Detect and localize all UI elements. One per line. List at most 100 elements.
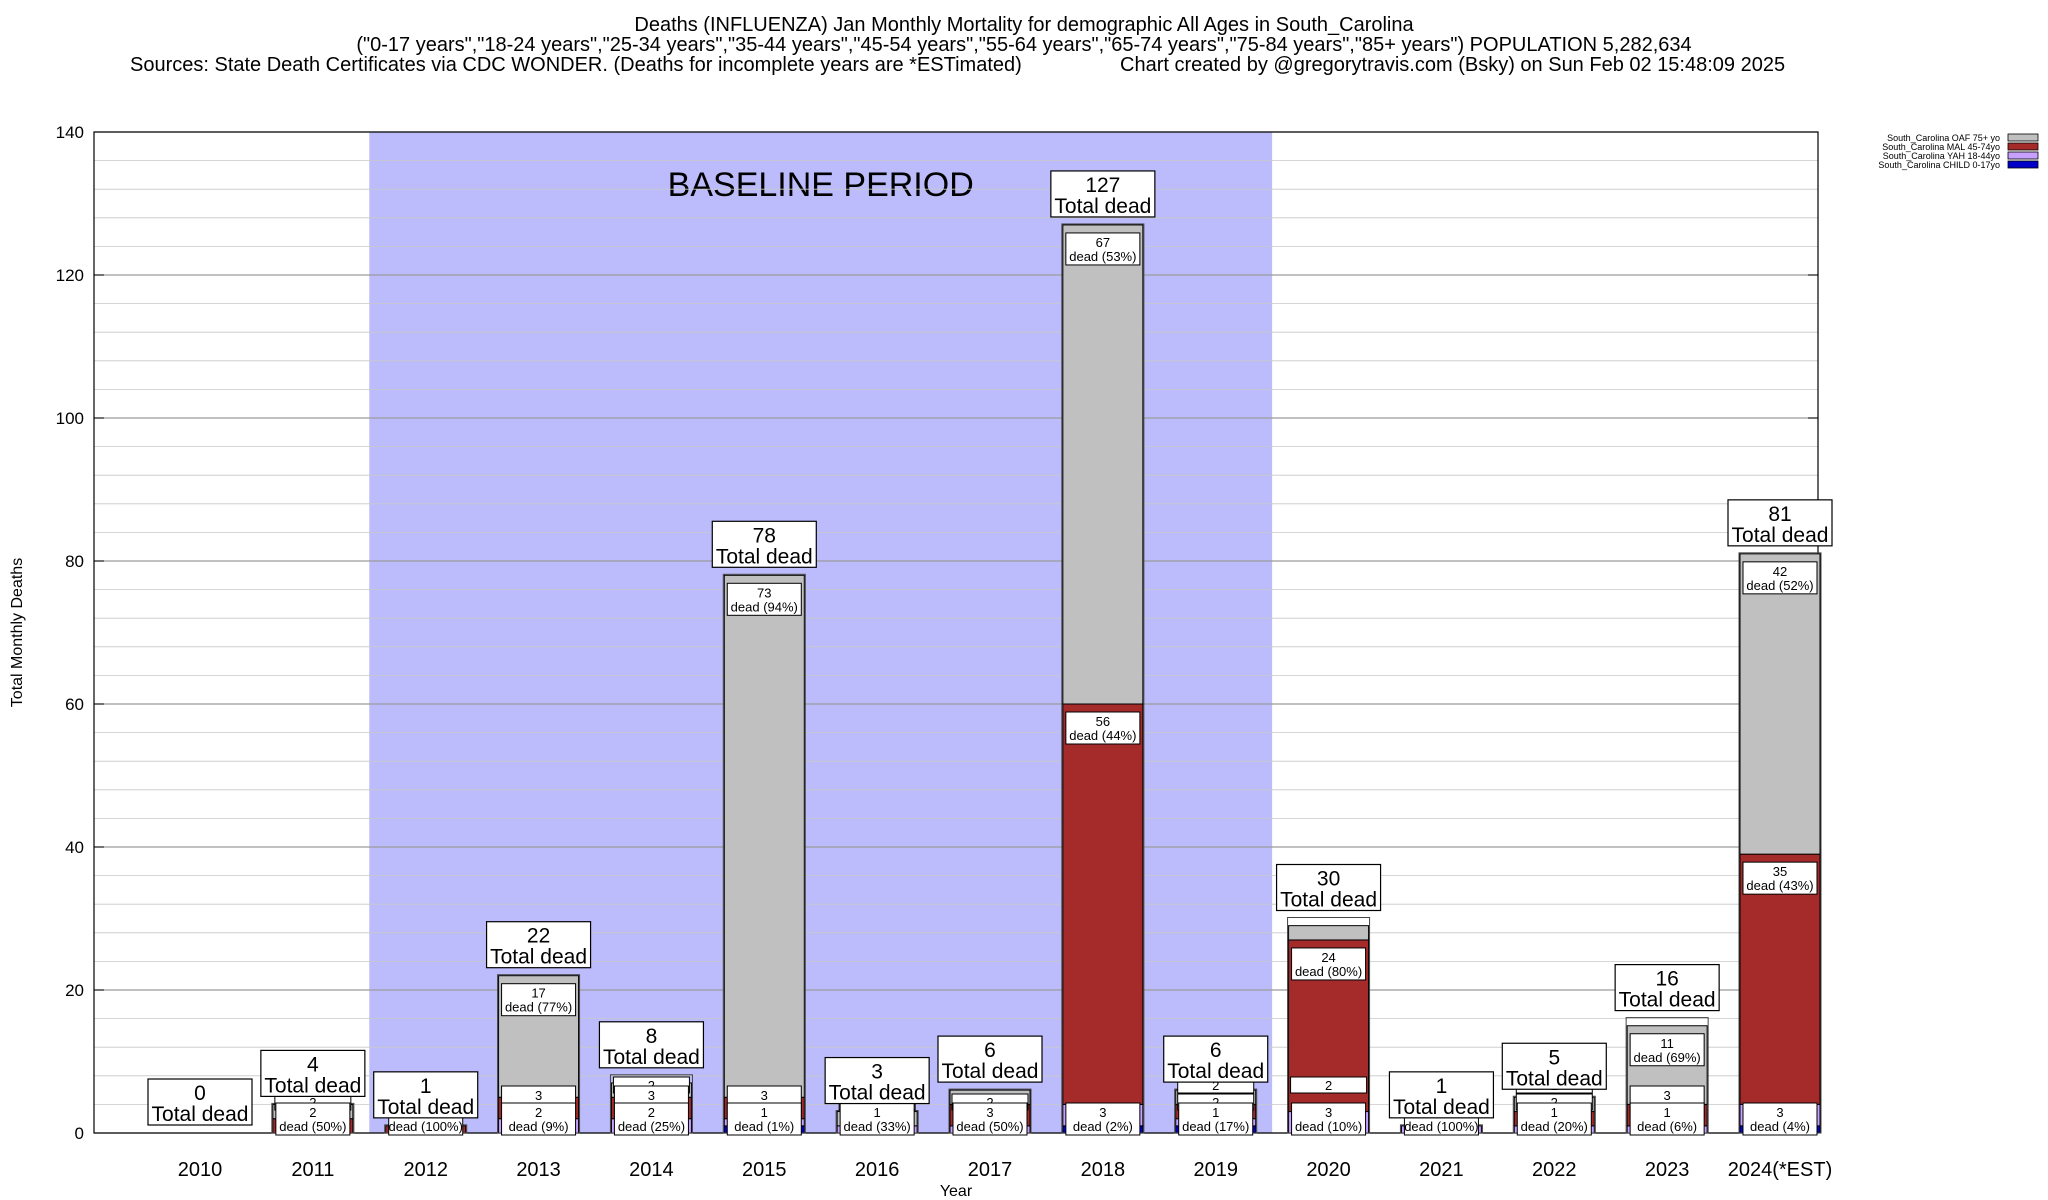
- total-value: 5: [1548, 1046, 1560, 1069]
- segment-percent: dead (69%): [1634, 1050, 1701, 1065]
- x-tick-label: 2015: [742, 1159, 787, 1181]
- sources-note: Sources: State Death Certificates via CD…: [130, 54, 1022, 76]
- total-caption: Total dead: [1393, 1096, 1490, 1119]
- segment-label-box: [275, 1102, 351, 1136]
- x-tick-label: 2022: [1532, 1159, 1577, 1181]
- segment-count: 3: [535, 1088, 542, 1103]
- segment-label-box: [1291, 1102, 1367, 1136]
- y-axis-label: Total Monthly Deaths: [9, 558, 26, 707]
- segment-percent: dead (53%): [1069, 249, 1136, 264]
- segment-count: 67: [1096, 235, 1110, 250]
- total-value: 81: [1768, 503, 1791, 526]
- x-tick-label: 2024(*EST): [1728, 1159, 1833, 1181]
- total-value: 4: [307, 1053, 319, 1076]
- total-caption: Total dead: [377, 1096, 474, 1119]
- total-value: 6: [1210, 1039, 1222, 1062]
- bar-segment: [1062, 703, 1144, 1105]
- total-value: 127: [1085, 174, 1120, 197]
- segment-count: 3: [986, 1105, 993, 1120]
- segment-percent: dead (20%): [1521, 1119, 1588, 1134]
- segment-label-box: [1065, 232, 1141, 266]
- y-tick-label: 80: [65, 552, 84, 571]
- total-caption: Total dead: [1506, 1067, 1603, 1090]
- segment-count: 2: [1212, 1078, 1219, 1093]
- total-value: 30: [1317, 868, 1340, 891]
- x-tick-label: 2012: [403, 1159, 448, 1181]
- segment-count: 2: [648, 1105, 655, 1120]
- x-tick-label: 2021: [1419, 1159, 1464, 1181]
- segment-count: 11: [1660, 1036, 1674, 1051]
- total-caption: Total dead: [942, 1060, 1039, 1083]
- total-label-box: [1050, 170, 1156, 218]
- segment-percent: dead (77%): [505, 1000, 572, 1015]
- total-value: 3: [871, 1061, 883, 1084]
- legend-swatch: [2007, 133, 2039, 142]
- segment-percent: dead (2%): [1073, 1119, 1133, 1134]
- total-caption: Total dead: [603, 1046, 700, 1069]
- segment-count: 3: [761, 1088, 768, 1103]
- total-label-box: [260, 1049, 366, 1098]
- segment-label-box: [1065, 711, 1141, 745]
- total-label-box: [1275, 863, 1382, 912]
- x-tick-label: 2018: [1081, 1159, 1126, 1181]
- total-value: 0: [194, 1082, 206, 1105]
- segment-count: 35: [1773, 864, 1787, 879]
- y-tick-label: 120: [56, 266, 84, 285]
- segment-count: 2: [1325, 1078, 1332, 1093]
- y-tick-label: 60: [65, 695, 84, 714]
- segment-count: 73: [757, 585, 771, 600]
- segment-label-box: [1629, 1102, 1705, 1136]
- total-value: 6: [984, 1039, 996, 1062]
- segment-count: 1: [1551, 1105, 1558, 1120]
- segment-percent: dead (25%): [618, 1119, 685, 1134]
- legend-swatch: [2007, 160, 2039, 169]
- x-tick-label: 2020: [1306, 1159, 1351, 1181]
- total-label-box: [598, 1021, 705, 1069]
- segment-percent: dead (33%): [844, 1119, 911, 1134]
- total-caption: Total dead: [1167, 1060, 1264, 1083]
- segment-count: 2: [309, 1105, 316, 1120]
- segment-percent: dead (43%): [1746, 878, 1813, 893]
- segment-label-box: [1065, 1102, 1141, 1136]
- segment-percent: dead (80%): [1295, 964, 1362, 979]
- segment-label-box: [1742, 861, 1818, 895]
- baseline-period-label: BASELINE PERIOD: [668, 166, 974, 204]
- segment-label-box: [1742, 561, 1818, 595]
- x-tick-label: 2023: [1645, 1159, 1690, 1181]
- total-label-box: [824, 1056, 930, 1105]
- segment-count: 24: [1321, 950, 1335, 965]
- y-tick-label: 140: [56, 123, 84, 142]
- bar-segment: [1739, 553, 1821, 855]
- bar-segment: [1062, 224, 1144, 705]
- total-label-box: [1388, 1071, 1495, 1119]
- y-tick-label: 100: [56, 409, 84, 428]
- legend-label: South_Carolina YAH 18-44yo: [1883, 151, 2000, 161]
- segment-percent: dead (10%): [1295, 1119, 1362, 1134]
- total-label-box: [1727, 499, 1833, 547]
- legend-swatch: [2007, 142, 2039, 151]
- segment-percent: dead (6%): [1637, 1119, 1697, 1134]
- legend-label: South_Carolina OAF 75+ yo: [1887, 133, 2000, 143]
- segment-label-box: [1291, 947, 1367, 981]
- segment-label-box: [1516, 1102, 1592, 1136]
- segment-percent: dead (17%): [1182, 1119, 1249, 1134]
- total-caption: Total dead: [152, 1103, 249, 1126]
- segment-count: 3: [648, 1088, 655, 1103]
- segment-count: 1: [1664, 1105, 1671, 1120]
- segment-label-box: [613, 1102, 689, 1136]
- segment-percent: dead (52%): [1746, 578, 1813, 593]
- total-caption: Total dead: [1732, 524, 1829, 547]
- y-tick-label: 20: [65, 981, 84, 1000]
- segment-percent: dead (94%): [731, 599, 798, 614]
- total-caption: Total dead: [1054, 195, 1151, 218]
- total-value: 78: [753, 524, 776, 547]
- total-label-box: [1614, 963, 1720, 1012]
- x-tick-label: 2014: [629, 1159, 674, 1181]
- legend-swatch: [2007, 151, 2039, 160]
- chart-title: Deaths (INFLUENZA) Jan Monthly Mortality…: [634, 14, 1414, 36]
- total-value: 1: [1436, 1075, 1448, 1098]
- x-tick-label: 2016: [855, 1159, 900, 1181]
- segment-label-box: [1742, 1102, 1818, 1136]
- segment-label-box: [1629, 1033, 1705, 1067]
- bar-segment: [723, 574, 805, 1098]
